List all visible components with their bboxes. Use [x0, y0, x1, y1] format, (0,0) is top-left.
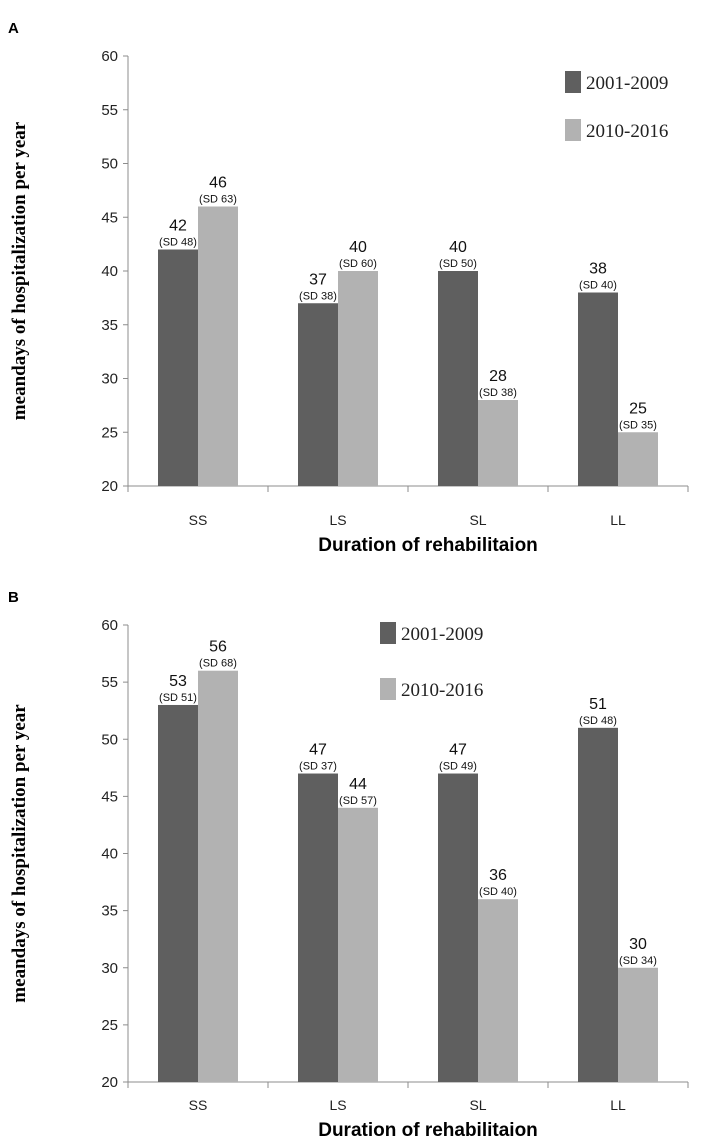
sd-label: (SD 37)	[299, 761, 337, 773]
sd-label: (SD 49)	[439, 761, 477, 773]
legend-label: 2010-2016	[401, 680, 483, 701]
y-tick-label: 50	[101, 731, 118, 748]
bar-2001-2009-LS	[298, 303, 338, 486]
x-tick-label: LS	[329, 512, 346, 528]
y-tick-label: 60	[101, 48, 118, 65]
data-label: 37	[309, 271, 327, 288]
sd-label: (SD 38)	[479, 387, 517, 399]
x-axis-title: Duration of rehabilitaion	[318, 1120, 538, 1141]
x-axis-title: Duration of rehabilitaion	[318, 535, 538, 556]
bar-2001-2009-LL	[578, 292, 618, 486]
legend-swatch	[380, 678, 396, 700]
bar-2010-2016-LS	[338, 807, 378, 1082]
x-tick-label: LL	[610, 1097, 626, 1113]
sd-label: (SD 48)	[159, 237, 197, 249]
y-tick-label: 30	[101, 960, 118, 977]
data-label: 53	[169, 673, 187, 690]
sd-label: (SD 51)	[159, 692, 197, 704]
legend-swatch	[380, 622, 396, 644]
legend-swatch	[565, 119, 581, 141]
sd-label: (SD 38)	[299, 290, 337, 302]
bar-2010-2016-SS	[198, 670, 238, 1082]
y-axis-title: meandays of hospitalization per year	[9, 704, 30, 1003]
x-tick-label: LS	[329, 1097, 346, 1113]
bar-2001-2009-LL	[578, 727, 618, 1082]
x-tick-label: SL	[469, 512, 486, 528]
y-tick-label: 60	[101, 617, 118, 634]
data-label: 38	[589, 261, 607, 278]
legend-swatch	[565, 71, 581, 93]
bar-2010-2016-SL	[478, 400, 518, 486]
bar-2001-2009-LS	[298, 773, 338, 1082]
data-label: 40	[349, 239, 367, 256]
y-tick-label: 50	[101, 156, 118, 173]
sd-label: (SD 34)	[619, 955, 657, 967]
y-tick-label: 35	[101, 317, 118, 334]
data-label: 40	[449, 239, 467, 256]
sd-label: (SD 48)	[579, 715, 617, 727]
data-label: 44	[349, 776, 367, 793]
data-label: 47	[309, 742, 327, 759]
data-label: 46	[209, 175, 227, 192]
bar-2001-2009-SL	[438, 773, 478, 1082]
legend-label: 2010-2016	[586, 121, 668, 142]
sd-label: (SD 60)	[339, 258, 377, 270]
y-tick-label: 25	[101, 1017, 118, 1034]
y-axis-title: meandays of hospitalization per year	[9, 121, 30, 420]
sd-label: (SD 57)	[339, 795, 377, 807]
data-label: 42	[169, 218, 187, 235]
bar-2010-2016-LL	[618, 432, 658, 486]
y-tick-label: 45	[101, 788, 118, 805]
data-label: 47	[449, 742, 467, 759]
data-label: 25	[629, 400, 647, 417]
chart-panel-b: B 20 25 30 35 40 45 50 55 60 SS 53 (SD 51) 56 (SD 68) L…	[8, 589, 689, 1141]
sd-label: (SD 40)	[479, 886, 517, 898]
y-tick-label: 20	[101, 1074, 118, 1091]
x-tick-label: SS	[189, 1097, 208, 1113]
bar-2001-2009-SS	[158, 704, 198, 1082]
sd-label: (SD 35)	[619, 419, 657, 431]
data-label: 36	[489, 867, 507, 884]
data-label: 51	[589, 696, 607, 713]
bar-2010-2016-SL	[478, 899, 518, 1082]
data-label: 30	[629, 936, 647, 953]
sd-label: (SD 40)	[579, 280, 617, 292]
legend-label: 2001-2009	[401, 624, 483, 645]
y-tick-label: 45	[101, 209, 118, 226]
panel-letter: A	[8, 20, 19, 37]
bar-2001-2009-SS	[158, 249, 198, 486]
bar-2010-2016-LL	[618, 967, 658, 1082]
y-tick-label: 40	[101, 846, 118, 863]
x-tick-label: LL	[610, 512, 626, 528]
y-tick-label: 30	[101, 371, 118, 388]
chart-panel-a: A 20 25 30 35 40 45 50 55 60 SS 42 (SD 48) 46 (SD 63) L…	[8, 20, 689, 556]
y-tick-label: 40	[101, 263, 118, 280]
sd-label: (SD 68)	[199, 658, 237, 670]
x-tick-label: SL	[469, 1097, 486, 1113]
y-tick-label: 25	[101, 424, 118, 441]
y-tick-label: 35	[101, 903, 118, 920]
x-tick-label: SS	[189, 512, 208, 528]
bar-2001-2009-SL	[438, 271, 478, 486]
panel-letter: B	[8, 589, 19, 606]
bar-2010-2016-SS	[198, 206, 238, 486]
y-tick-label: 20	[101, 478, 118, 495]
sd-label: (SD 63)	[199, 194, 237, 206]
legend-label: 2001-2009	[586, 73, 668, 94]
y-tick-label: 55	[101, 674, 118, 691]
data-label: 56	[209, 639, 227, 656]
bar-2010-2016-LS	[338, 271, 378, 486]
y-tick-label: 55	[101, 102, 118, 119]
sd-label: (SD 50)	[439, 258, 477, 270]
data-label: 28	[489, 368, 507, 385]
